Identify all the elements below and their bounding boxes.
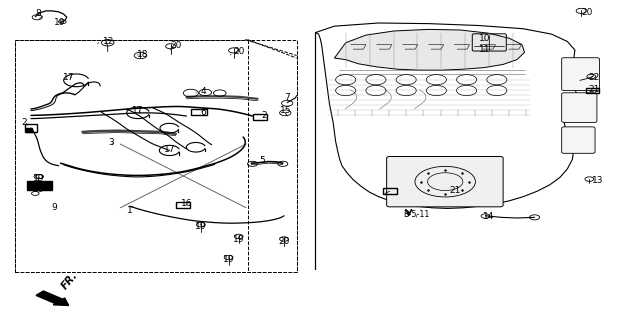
FancyBboxPatch shape xyxy=(562,58,599,91)
FancyArrow shape xyxy=(36,291,69,306)
Text: 6: 6 xyxy=(201,108,206,117)
FancyBboxPatch shape xyxy=(387,156,503,207)
Bar xyxy=(383,188,397,194)
Text: 9: 9 xyxy=(51,203,57,212)
Text: 20: 20 xyxy=(233,47,244,56)
Text: 19: 19 xyxy=(195,222,207,231)
Text: 21: 21 xyxy=(449,186,461,195)
Text: 10: 10 xyxy=(478,35,490,44)
Text: 2: 2 xyxy=(261,111,267,120)
Text: 17: 17 xyxy=(133,106,144,115)
Text: 8: 8 xyxy=(35,9,42,18)
FancyBboxPatch shape xyxy=(562,127,595,153)
Text: 15: 15 xyxy=(280,106,291,115)
Bar xyxy=(586,88,599,93)
Text: 17: 17 xyxy=(63,73,74,82)
Text: 11: 11 xyxy=(478,44,490,54)
Text: 20: 20 xyxy=(582,8,593,17)
Text: 22: 22 xyxy=(588,73,599,82)
Text: 21: 21 xyxy=(588,85,599,94)
Text: B-5-11: B-5-11 xyxy=(403,210,430,219)
Text: 20: 20 xyxy=(33,185,44,194)
Polygon shape xyxy=(334,29,524,70)
Text: 17: 17 xyxy=(163,145,175,154)
Text: 12: 12 xyxy=(103,37,115,46)
Text: 3: 3 xyxy=(108,138,114,147)
Bar xyxy=(191,109,207,115)
Text: 7: 7 xyxy=(285,93,290,102)
Text: 13: 13 xyxy=(592,176,603,185)
Bar xyxy=(15,40,297,272)
Text: 19: 19 xyxy=(54,19,65,28)
Text: 4: 4 xyxy=(201,87,206,96)
Text: 18: 18 xyxy=(137,50,149,59)
Text: 2: 2 xyxy=(22,118,27,127)
Text: FR.: FR. xyxy=(60,270,80,291)
Text: 16: 16 xyxy=(180,198,192,207)
Text: 1: 1 xyxy=(127,206,133,215)
Bar xyxy=(27,181,52,190)
FancyBboxPatch shape xyxy=(562,93,597,123)
Bar xyxy=(26,128,32,132)
Text: 19: 19 xyxy=(223,255,234,264)
Bar xyxy=(176,202,190,208)
Bar xyxy=(253,114,267,120)
Text: 14: 14 xyxy=(483,212,494,221)
Text: 19: 19 xyxy=(33,174,44,183)
Text: 5: 5 xyxy=(259,156,265,165)
Text: 19: 19 xyxy=(233,235,244,244)
Text: 20: 20 xyxy=(170,41,182,51)
Bar xyxy=(25,124,37,132)
Text: 20: 20 xyxy=(278,237,290,246)
